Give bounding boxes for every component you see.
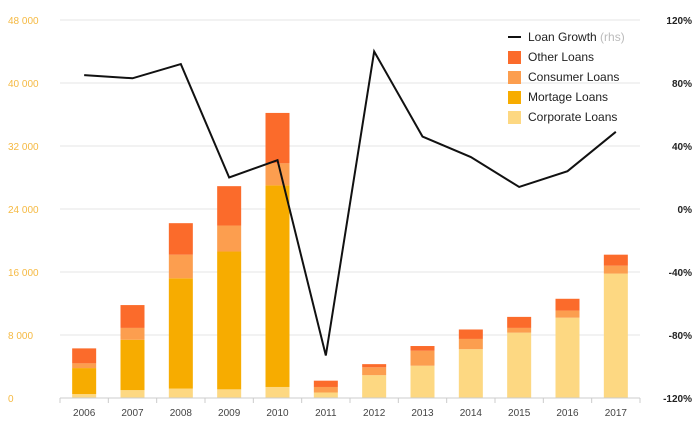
- bar-other-loans-2015: [507, 316, 532, 328]
- y-tick-label-right: 0%: [678, 205, 693, 216]
- bar-mortage-loans-2006: [72, 368, 97, 395]
- bar-other-loans-2011: [313, 380, 338, 387]
- bar-other-loans-2012: [362, 364, 387, 368]
- y-tick-label-left: 24 000: [8, 205, 39, 216]
- x-tick-label: 2008: [170, 408, 193, 419]
- bar-mortage-loans-2009: [217, 251, 242, 390]
- bar-corporate-loans-2011: [313, 392, 338, 398]
- legend-swatch: [508, 91, 521, 104]
- y-tick-label-left: 16 000: [8, 268, 39, 279]
- legend-swatch: [508, 71, 521, 84]
- bar-other-loans-2010: [265, 112, 290, 164]
- y-tick-label-right: 40%: [672, 142, 692, 153]
- x-tick-label: 2015: [508, 408, 531, 419]
- y-tick-label-right: 120%: [666, 16, 692, 27]
- bar-corporate-loans-2008: [168, 388, 193, 398]
- bar-consumer-loans-2009: [217, 225, 242, 252]
- bar-other-loans-2013: [410, 346, 435, 351]
- legend-label-name: Loan Growth: [528, 30, 600, 44]
- bar-corporate-loans-2016: [555, 317, 580, 398]
- y-tick-label-left: 48 000: [8, 16, 39, 27]
- y-axis-left: 0 8 000 16 000 24 000 32 000 40 000 48 000: [8, 16, 39, 405]
- x-tick-label: 2011: [315, 408, 337, 419]
- legend-swatch: [508, 111, 521, 124]
- bar-corporate-loans-2007: [120, 390, 145, 398]
- x-tick-label: 2013: [411, 408, 434, 419]
- y-tick-label-left: 32 000: [8, 142, 39, 153]
- bar-other-loans-2009: [217, 186, 242, 226]
- bar-consumer-loans-2014: [458, 338, 483, 350]
- bar-consumer-loans-2010: [265, 163, 290, 186]
- bar-other-loans-2017: [603, 254, 628, 266]
- y-tick-label-right: -80%: [669, 331, 692, 342]
- legend: Loan Growth (rhs) Other Loans Consumer Loa…: [508, 30, 625, 124]
- bar-corporate-loans-2012: [362, 375, 387, 398]
- bar-corporate-loans-2015: [507, 332, 532, 398]
- y-tick-label-left: 40 000: [8, 79, 39, 90]
- legend-label: Consumer Loans: [528, 70, 619, 84]
- legend-label: Other Loans: [528, 50, 594, 64]
- bar-other-loans-2006: [72, 348, 97, 364]
- x-tick-label: 2016: [556, 408, 579, 419]
- x-tick-label: 2007: [121, 408, 144, 419]
- bar-other-loans-2007: [120, 305, 145, 328]
- x-tick-label: 2014: [460, 408, 483, 419]
- legend-label-note: (rhs): [600, 30, 625, 44]
- y-axis-right: -120% -80% -40% 0% 40% 80% 120%: [663, 16, 692, 405]
- x-tick-label: 2009: [218, 408, 241, 419]
- bar-corporate-loans-2013: [410, 365, 435, 398]
- stacked-bars: [72, 112, 628, 398]
- x-axis: 2006 2007 2008 2009 2010 2011 2012 2013 2014 2015…: [59, 397, 641, 419]
- loan-growth-polyline: [84, 48, 617, 356]
- bar-corporate-loans-2009: [217, 389, 242, 398]
- legend-label: Loan Growth (rhs): [528, 30, 625, 44]
- bar-consumer-loans-2015: [507, 327, 532, 333]
- x-tick-label: 2006: [73, 408, 96, 419]
- bar-mortage-loans-2010: [265, 185, 290, 387]
- y-tick-label-right: -120%: [663, 394, 692, 405]
- legend-swatch: [508, 51, 521, 64]
- bar-consumer-loans-2013: [410, 350, 435, 366]
- x-tick-label: 2010: [266, 408, 289, 419]
- x-tick-label: 2017: [605, 408, 628, 419]
- bar-other-loans-2014: [458, 329, 483, 339]
- bar-other-loans-2008: [168, 223, 193, 255]
- bar-corporate-loans-2014: [458, 349, 483, 398]
- bar-consumer-loans-2016: [555, 310, 580, 318]
- y-tick-label-right: -40%: [669, 268, 692, 279]
- loan-growth-line: [84, 48, 617, 356]
- bar-corporate-loans-2006: [72, 394, 97, 398]
- legend-label: Mortage Loans: [528, 90, 608, 104]
- bar-corporate-loans-2010: [265, 386, 290, 398]
- bar-consumer-loans-2007: [120, 327, 145, 340]
- gridlines: [60, 19, 640, 336]
- bar-consumer-loans-2011: [313, 386, 338, 393]
- bar-mortage-loans-2008: [168, 278, 193, 389]
- bar-consumer-loans-2008: [168, 254, 193, 279]
- bar-consumer-loans-2006: [72, 363, 97, 369]
- x-tick-label: 2012: [363, 408, 386, 419]
- bar-consumer-loans-2012: [362, 367, 387, 376]
- bar-mortage-loans-2007: [120, 339, 145, 391]
- bar-other-loans-2016: [555, 298, 580, 311]
- y-tick-label-right: 80%: [672, 79, 692, 90]
- bar-corporate-loans-2017: [603, 273, 628, 398]
- y-tick-label-left: 0: [8, 394, 14, 405]
- bar-consumer-loans-2017: [603, 265, 628, 274]
- legend-label: Corporate Loans: [528, 110, 617, 124]
- y-tick-label-left: 8 000: [8, 331, 33, 342]
